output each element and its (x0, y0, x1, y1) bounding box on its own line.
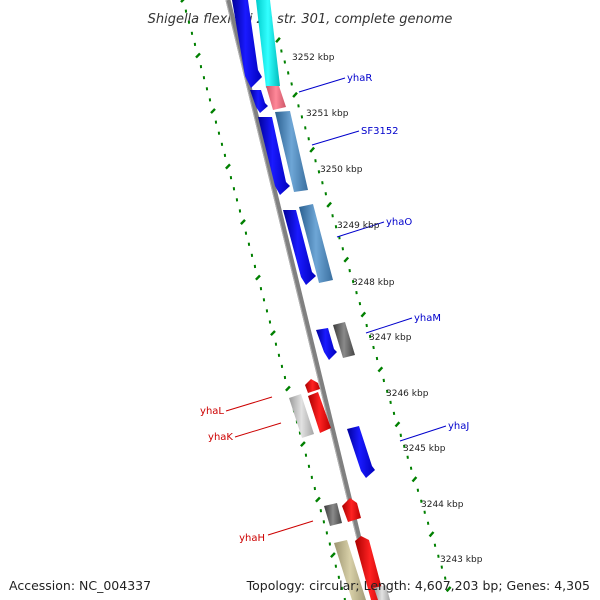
scale-tick (372, 345, 375, 350)
scale-tick (317, 170, 321, 174)
gene-arrow-reverse[interactable] (308, 392, 331, 433)
scale-label: 3249 kbp (337, 221, 380, 231)
scale-tick (210, 108, 216, 114)
scale-tick (330, 552, 336, 559)
gene-arrow-forward[interactable] (316, 328, 337, 360)
scale-tick (195, 52, 201, 59)
scale-tick (343, 256, 350, 263)
gene-label-yhaL[interactable]: yhaL (200, 406, 224, 417)
gene-label-leaders (225, 77, 447, 536)
scale-tick (394, 421, 401, 428)
gene-arrow-reverse[interactable] (355, 536, 385, 600)
scale-tick (292, 91, 298, 98)
scale-tick (403, 444, 406, 448)
gene-box-pink[interactable] (266, 86, 286, 110)
scale-labels: 3252 kbp 3251 kbp 3250 kbp 3249 kbp 3248… (292, 53, 483, 565)
topology-text: Topology: circular; Length: 4,607,203 bp… (246, 578, 590, 593)
genome-title: Shigella flexneri 2a str. 301, complete … (148, 12, 453, 27)
gene-box-lightgray[interactable] (289, 394, 314, 438)
scale-ring-inner (180, 0, 346, 600)
scale-label: 3247 kbp (369, 333, 412, 343)
scale-label: 3251 kbp (306, 109, 349, 119)
scale-tick (270, 330, 276, 337)
scale-tick (326, 201, 332, 208)
scale-label: 3246 kbp (386, 389, 429, 399)
gene-box-steel[interactable] (299, 204, 333, 283)
scale-tick (225, 163, 231, 170)
scale-tick (240, 219, 246, 225)
scale-label: 3244 kbp (421, 500, 464, 510)
gene-label-yhaO[interactable]: yhaO (386, 217, 412, 228)
gene-labels: yhaR SF3152 yhaO yhaM yhaJ yhaL yhaK yha… (200, 73, 469, 544)
gene-arrow-reverse[interactable] (305, 379, 320, 393)
gene-label-yhaH[interactable]: yhaH (239, 533, 265, 544)
scale-tick (285, 385, 291, 392)
scale-tick (180, 0, 185, 3)
scale-tick (255, 274, 261, 281)
genome-backbone-highlight (225, 0, 373, 600)
gene-arrow-forward[interactable] (258, 117, 290, 195)
scale-tick (360, 311, 367, 318)
scale-tick (275, 37, 281, 43)
gene-label-yhaM[interactable]: yhaM (414, 313, 441, 324)
scale-tick (445, 586, 452, 593)
scale-label: 3252 kbp (292, 53, 335, 63)
gene-label-yhaJ[interactable]: yhaJ (448, 421, 469, 432)
scale-label: 3250 kbp (320, 165, 363, 175)
gene-box-gray[interactable] (324, 503, 342, 526)
gene-label-yhaK[interactable]: yhaK (208, 432, 233, 443)
scale-tick (428, 531, 435, 538)
gene-box-steel[interactable] (275, 111, 308, 192)
scale-tick (377, 366, 384, 373)
gene-track (232, 0, 390, 600)
accession-text: Accession: NC_004337 (9, 578, 152, 593)
gene-box-gray[interactable] (333, 322, 355, 358)
scale-ring-outer (275, 37, 452, 593)
gene-arrow-forward[interactable] (347, 426, 375, 478)
scale-tick (300, 441, 306, 448)
gene-arrow-reverse[interactable] (342, 498, 361, 522)
scale-label: 3248 kbp (352, 278, 395, 288)
gene-arrow-forward[interactable] (250, 90, 268, 113)
gene-arrow-forward[interactable] (232, 0, 262, 88)
gene-label-yhaR[interactable]: yhaR (347, 73, 372, 84)
scale-tick (411, 476, 418, 483)
gene-label-SF3152[interactable]: SF3152 (361, 126, 399, 137)
scale-label: 3245 kbp (403, 444, 446, 454)
scale-tick (309, 146, 315, 153)
scale-label: 3243 kbp (440, 555, 483, 565)
gene-arrow-forward[interactable] (283, 210, 316, 285)
gene-box-khaki[interactable] (334, 540, 366, 600)
scale-tick (290, 82, 293, 86)
gene-box-lightgray[interactable] (374, 585, 390, 600)
scale-tick (315, 496, 321, 503)
gene-box-cyan[interactable] (256, 0, 280, 88)
